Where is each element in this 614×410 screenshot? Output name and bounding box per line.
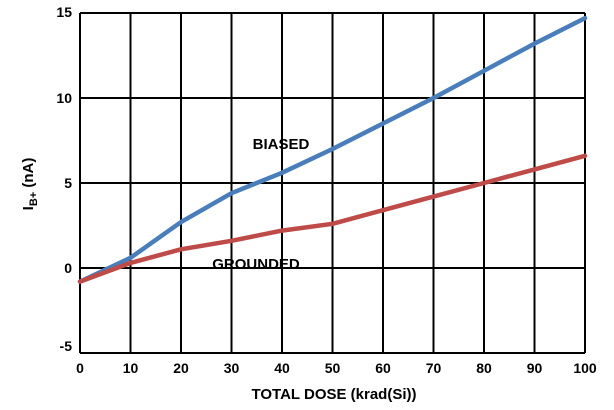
grid [79, 12, 586, 354]
annotation-grounded: GROUNDED [212, 256, 300, 273]
y-axis-title-subscript: B+ [28, 192, 40, 206]
y-axis-title-main: I [20, 206, 37, 210]
y-tick-label: 15 [56, 4, 72, 20]
y-tick-label: -5 [60, 338, 73, 354]
x-tick-label: 60 [375, 360, 391, 376]
x-axis-title: TOTAL DOSE (krad(Si)) [251, 386, 416, 403]
x-tick-label: 70 [426, 360, 442, 376]
y-axis-ticks: 15 10 5 0 -5 [56, 4, 72, 354]
x-tick-label: 80 [476, 360, 492, 376]
annotation-biased: BIASED [253, 136, 310, 153]
series-layer [77, 15, 588, 284]
x-tick-label: 10 [123, 360, 139, 376]
x-tick-label: 90 [527, 360, 543, 376]
x-tick-label: 30 [224, 360, 240, 376]
y-tick-label: 0 [64, 260, 72, 276]
x-tick-label: 0 [76, 360, 84, 376]
x-tick-label: 100 [573, 360, 597, 376]
x-axis-ticks: 0 10 20 30 40 50 60 70 80 90 100 [76, 360, 597, 376]
y-tick-label: 5 [64, 175, 72, 191]
x-tick-label: 40 [274, 360, 290, 376]
y-axis-title: IB+ (nA) [20, 158, 40, 211]
y-axis-title-unit: (nA) [20, 158, 37, 192]
y-tick-label: 10 [56, 90, 72, 106]
x-tick-label: 50 [325, 360, 341, 376]
x-tick-label: 20 [173, 360, 189, 376]
